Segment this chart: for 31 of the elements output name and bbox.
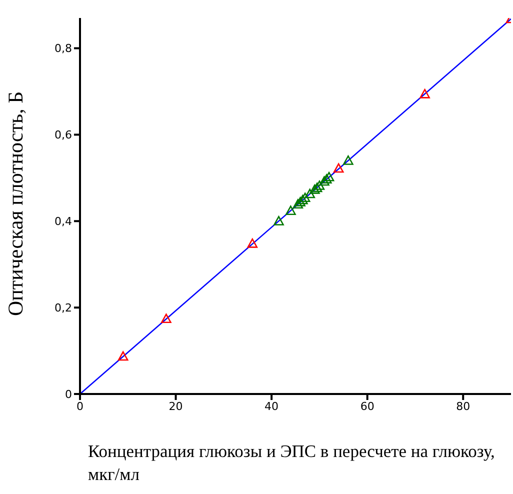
point (333, 163, 344, 173)
x-tick-label: 0 (76, 400, 84, 413)
x-axis-title: Концентрация глюкозы и ЭПС в пересчете на глюкозу, мкг/мл (88, 440, 496, 486)
point (420, 88, 430, 98)
point (300, 192, 310, 202)
point (321, 174, 332, 184)
y-tick-label: 0,2 (54, 301, 72, 314)
point (298, 194, 308, 204)
point (304, 188, 316, 198)
point (247, 238, 258, 248)
point (161, 314, 172, 324)
y-tick-label: 0,8 (54, 42, 72, 56)
point (314, 180, 325, 190)
x-tick-label: 60 (360, 400, 374, 413)
x-tick-label: 40 (264, 400, 279, 413)
point (118, 351, 128, 361)
point (295, 196, 306, 206)
x-tick-label: 80 (456, 400, 470, 413)
y-axis-title: Оптическая плотность, Б (3, 91, 28, 316)
y-tick-label: 0 (65, 388, 72, 401)
point (324, 172, 334, 182)
x-tick-label: 20 (168, 400, 183, 413)
point (343, 155, 354, 165)
y-tick-label: 0,6 (54, 128, 72, 142)
point (286, 206, 296, 216)
y-tick-label: 0,4 (54, 215, 72, 228)
point (292, 199, 304, 209)
point (274, 216, 284, 226)
point (310, 184, 320, 194)
point (319, 176, 330, 186)
point (312, 182, 322, 192)
